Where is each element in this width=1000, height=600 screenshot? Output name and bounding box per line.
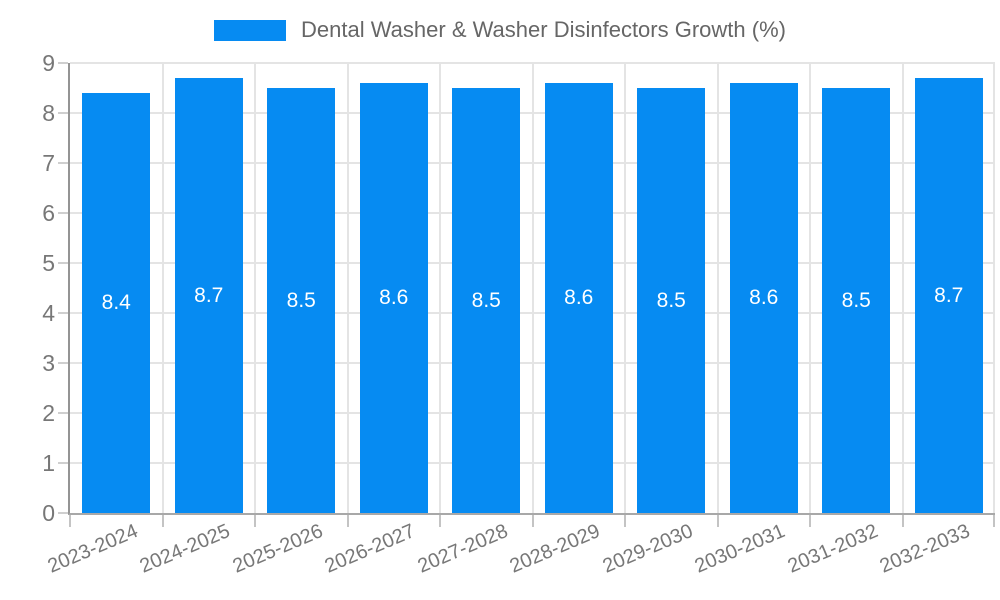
bar: 8.5 xyxy=(822,88,891,513)
x-tick-label: 2025-2026 xyxy=(229,520,326,578)
y-tick-label: 8 xyxy=(42,100,55,126)
x-tick-label: 2023-2024 xyxy=(44,520,141,578)
x-tick-label: 2026-2027 xyxy=(321,520,419,578)
x-tick-mark xyxy=(69,515,71,527)
bar: 8.6 xyxy=(359,83,428,513)
bar: 8.5 xyxy=(637,88,706,513)
v-gridline xyxy=(901,63,904,513)
x-tick-mark xyxy=(346,515,349,527)
legend: Dental Washer & Washer Disinfectors Grow… xyxy=(0,17,1000,43)
y-tick-mark xyxy=(58,62,68,64)
y-tick-mark xyxy=(58,412,68,414)
y-tick-label: 1 xyxy=(42,450,55,476)
v-gridline xyxy=(809,63,811,513)
y-tick-label: 4 xyxy=(42,300,55,326)
x-tick-label: 2030-2031 xyxy=(691,520,789,578)
x-tick-mark xyxy=(901,515,904,527)
y-tick-label: 0 xyxy=(42,500,55,526)
bar-value-label: 8.6 xyxy=(379,286,409,309)
bar-value-label: 8.5 xyxy=(286,288,316,312)
y-tick-mark xyxy=(58,212,68,214)
bar-value-label: 8.7 xyxy=(934,283,964,307)
y-axis: 0 1 2 3 4 5 6 7 8 9 xyxy=(0,50,55,526)
legend-swatch xyxy=(214,19,287,41)
y-tick-label: 5 xyxy=(42,250,55,276)
bar-value-label: 8.5 xyxy=(841,288,871,312)
x-tick-mark xyxy=(531,515,534,527)
x-tick-label: 2024-2025 xyxy=(136,520,234,578)
v-gridline xyxy=(531,63,534,513)
x-tick-mark xyxy=(439,515,441,527)
v-gridline xyxy=(624,63,626,513)
legend-label: Dental Washer & Washer Disinfectors Grow… xyxy=(301,17,786,42)
v-gridline xyxy=(161,63,164,513)
bar-value-label: 8.5 xyxy=(656,288,686,312)
y-tick-label: 2 xyxy=(42,400,55,426)
x-tick-mark xyxy=(993,515,995,527)
v-gridline xyxy=(993,63,995,513)
bar: 8.4 xyxy=(82,93,151,513)
v-gridline xyxy=(716,63,719,513)
x-tick-mark xyxy=(161,515,164,527)
y-tick-label: 9 xyxy=(42,50,55,76)
bar: 8.6 xyxy=(729,83,798,513)
bar: 8.5 xyxy=(452,88,521,513)
x-tick-mark xyxy=(624,515,626,527)
y-tick-label: 7 xyxy=(42,150,55,176)
y-tick-mark xyxy=(58,512,68,514)
v-gridline xyxy=(346,63,349,513)
bar: 8.5 xyxy=(267,88,336,513)
x-tick-label: 2032-2033 xyxy=(876,520,974,578)
x-tick-label: 2028-2029 xyxy=(506,520,604,578)
y-tick-label: 6 xyxy=(42,200,55,226)
y-tick-mark xyxy=(58,312,68,314)
x-tick-mark xyxy=(809,515,811,527)
y-tick-mark xyxy=(58,462,68,464)
v-gridline xyxy=(439,63,441,513)
x-tick-mark xyxy=(716,515,719,527)
x-tick-label: 2027-2028 xyxy=(414,520,511,578)
x-tick-label: 2031-2032 xyxy=(784,520,881,578)
bar: 8.7 xyxy=(174,78,243,513)
bar-value-label: 8.5 xyxy=(471,288,501,312)
bar: 8.6 xyxy=(544,83,613,513)
v-gridline xyxy=(254,63,256,513)
bar-value-label: 8.7 xyxy=(194,283,224,307)
y-tick-label: 3 xyxy=(42,350,55,376)
y-tick-mark xyxy=(58,162,68,164)
plot-area: 8.4 8.7 8.5 8.6 8.5 8.6 8.5 8.6 8.5 8.7 xyxy=(58,62,995,527)
bar-value-label: 8.6 xyxy=(749,286,779,309)
bar-value-label: 8.6 xyxy=(564,286,594,309)
x-tick-mark xyxy=(254,515,256,527)
x-tick-label: 2029-2030 xyxy=(599,520,696,578)
y-tick-mark xyxy=(58,112,68,114)
y-tick-mark xyxy=(58,362,68,364)
y-tick-mark xyxy=(58,262,68,264)
bar: 8.7 xyxy=(914,78,983,513)
bar-value-label: 8.4 xyxy=(101,291,131,314)
x-axis: 2023-2024 2024-2025 2025-2026 2026-2027 2027… xyxy=(44,517,993,600)
